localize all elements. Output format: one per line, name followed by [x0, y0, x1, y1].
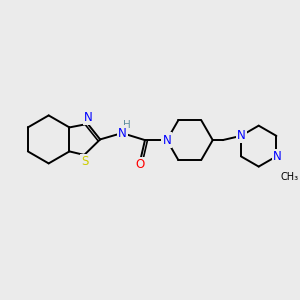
- Text: N: N: [237, 129, 246, 142]
- Text: N: N: [273, 150, 281, 163]
- Text: CH₃: CH₃: [280, 172, 298, 182]
- Text: N: N: [163, 134, 171, 147]
- Text: N: N: [84, 111, 93, 124]
- Text: H: H: [123, 120, 130, 130]
- Text: S: S: [81, 155, 89, 169]
- Text: N: N: [118, 127, 127, 140]
- Text: O: O: [135, 158, 145, 171]
